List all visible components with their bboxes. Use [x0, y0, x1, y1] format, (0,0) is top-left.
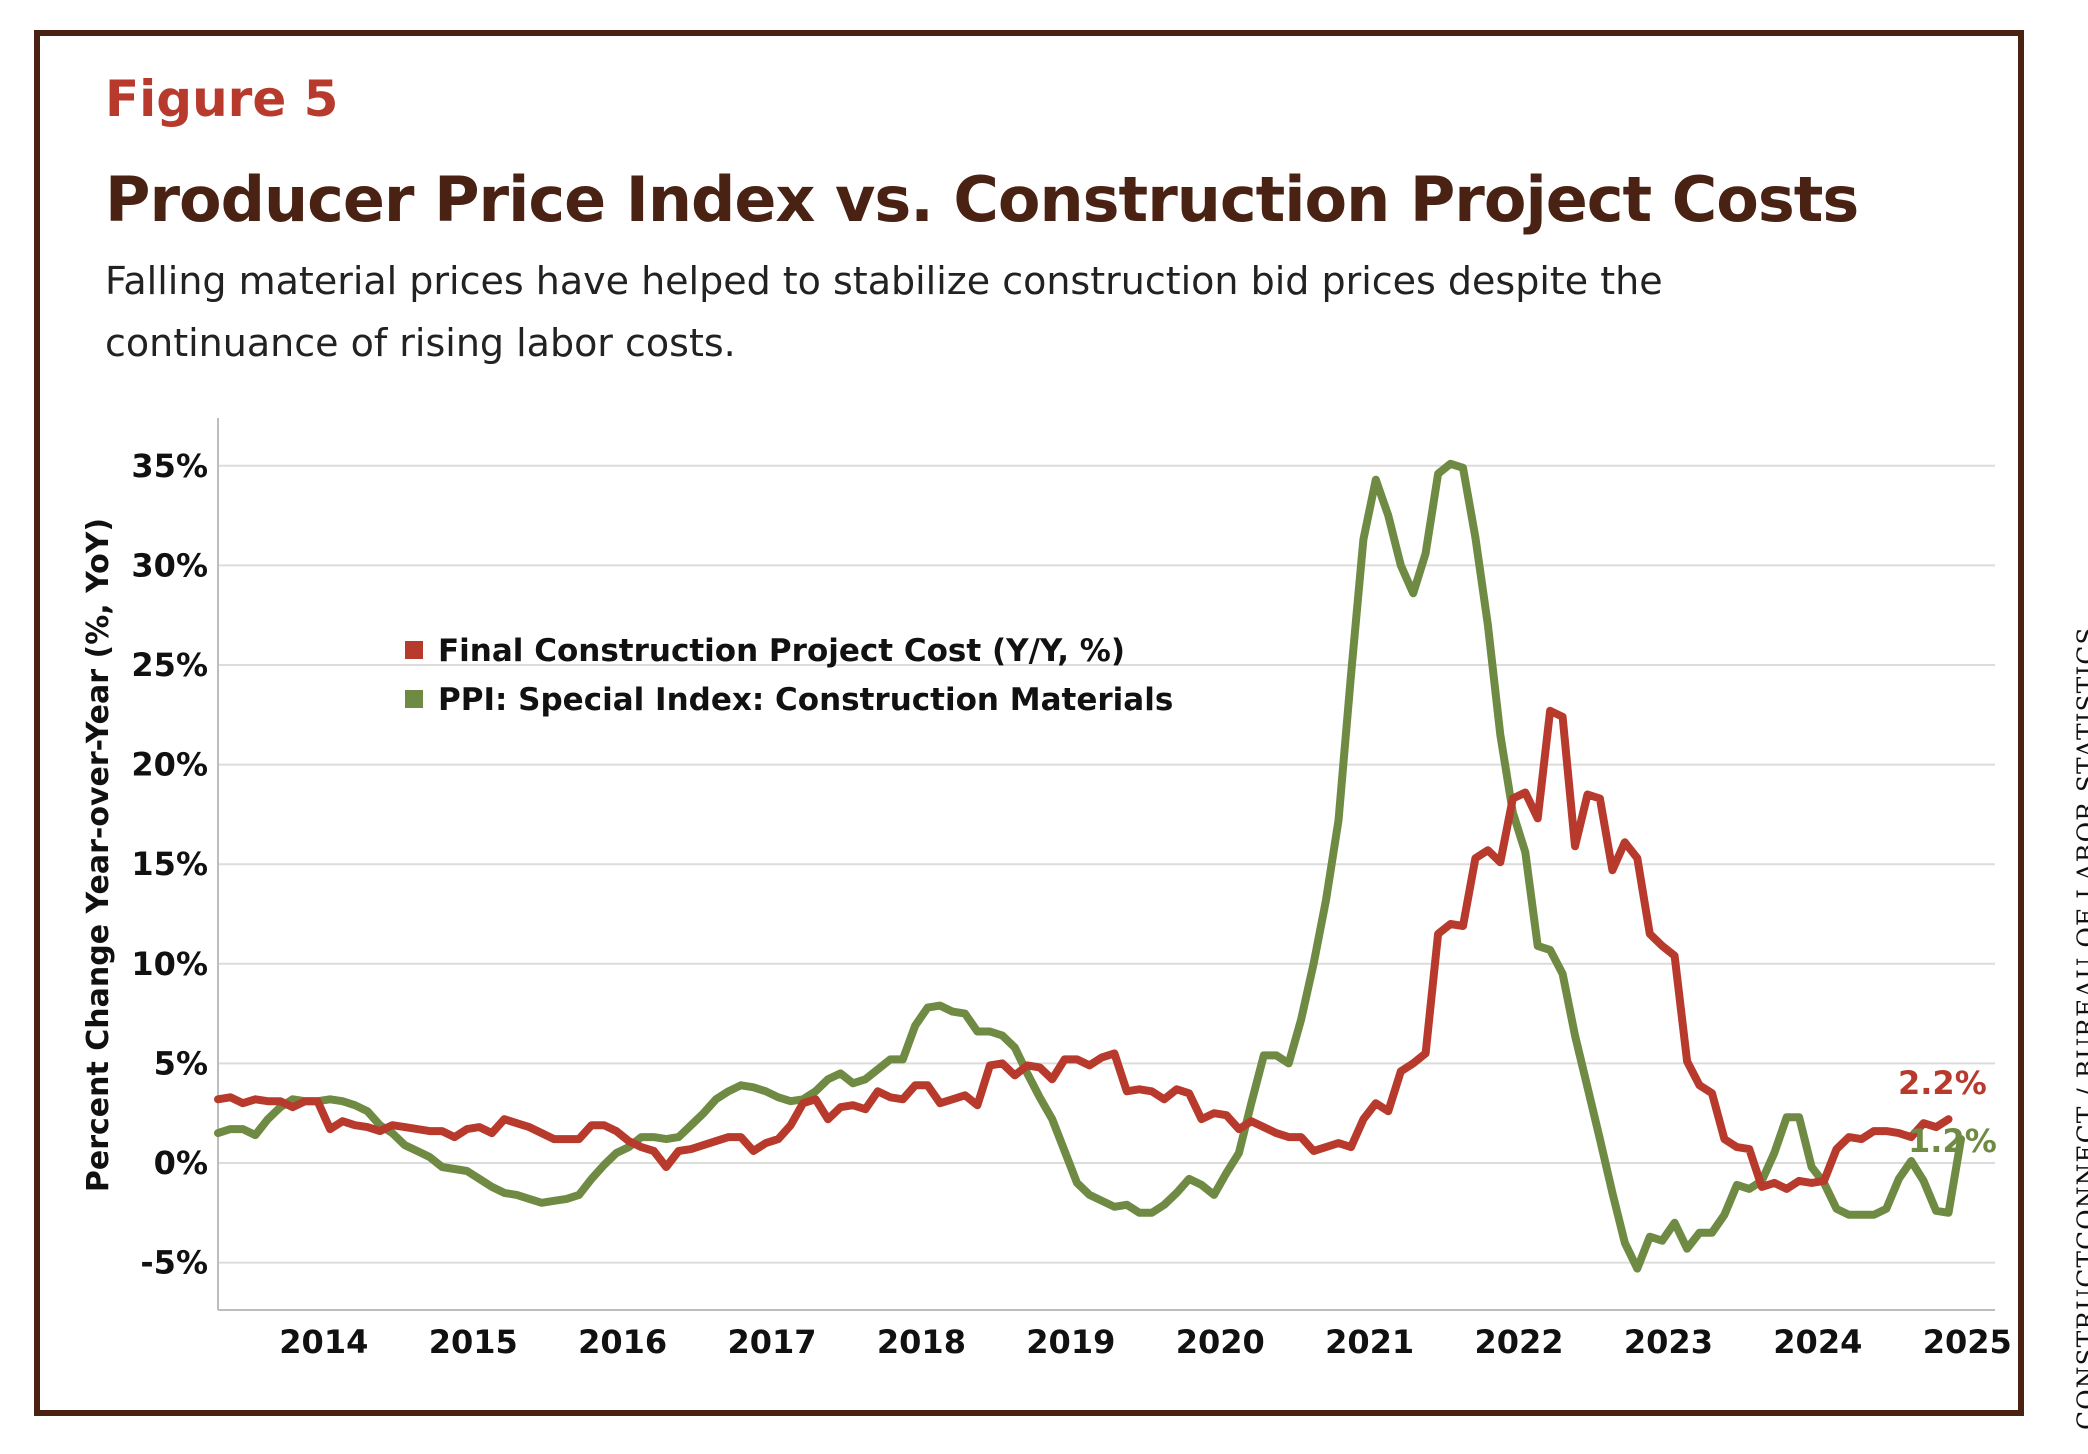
legend-label-ppi: PPI: Special Index: Construction Materia… — [438, 682, 1173, 718]
legend: Final Construction Project Cost (Y/Y, %)… — [405, 633, 1173, 718]
y-tick-label: -5% — [140, 1244, 208, 1282]
chart-subtitle: Falling material prices have helped to s… — [105, 259, 1663, 365]
x-tick-label: 2022 — [1474, 1323, 1563, 1361]
x-tick-label: 2018 — [877, 1323, 966, 1361]
x-tick-label: 2023 — [1624, 1323, 1713, 1361]
chart-title: Producer Price Index vs. Construction Pr… — [105, 163, 1859, 236]
end-label-ppi: 1.2% — [1908, 1122, 1997, 1160]
figure-label: Figure 5 — [105, 70, 339, 128]
x-tick-label: 2014 — [279, 1323, 368, 1361]
x-tick-label: 2020 — [1176, 1323, 1265, 1361]
y-tick-label: 10% — [131, 945, 208, 983]
y-tick-label: 20% — [131, 746, 208, 784]
y-tick-label: 25% — [131, 646, 208, 684]
x-tick-label: 2025 — [1923, 1323, 2012, 1361]
y-tick-label: 35% — [131, 447, 208, 485]
x-tick-labels: 2014 2015 2016 2017 2018 2019 2020 2021 2022 2023… — [279, 1323, 2011, 1361]
x-tick-label: 2015 — [429, 1323, 518, 1361]
y-tick-label: 5% — [154, 1044, 208, 1082]
series-line-ppi — [214, 459, 1965, 1273]
y-tick-label: 0% — [154, 1144, 208, 1182]
legend-swatch-final-cost — [405, 641, 423, 659]
y-axis-label: Percent Change Year-over-Year (%, YoY) — [81, 518, 116, 1192]
series-layer — [214, 459, 1965, 1273]
x-tick-label: 2016 — [578, 1323, 667, 1361]
end-label-final-cost: 2.2% — [1898, 1064, 1987, 1102]
y-tick-label: 15% — [131, 845, 208, 883]
y-tick-labels: -5% 0% 5% 10% 15% 20% 25% 30% 35% — [131, 447, 208, 1282]
series-line-final-cost — [214, 706, 1953, 1193]
x-tick-label: 2021 — [1325, 1323, 1414, 1361]
y-tick-label: 30% — [131, 546, 208, 584]
x-tick-label: 2019 — [1026, 1323, 1115, 1361]
gridlines — [218, 464, 1995, 1264]
legend-swatch-ppi — [405, 690, 423, 708]
legend-label-final-cost: Final Construction Project Cost (Y/Y, %) — [438, 633, 1125, 669]
x-tick-label: 2017 — [727, 1323, 816, 1361]
x-tick-label: 2024 — [1773, 1323, 1862, 1361]
figure-frame — [34, 30, 2024, 1416]
